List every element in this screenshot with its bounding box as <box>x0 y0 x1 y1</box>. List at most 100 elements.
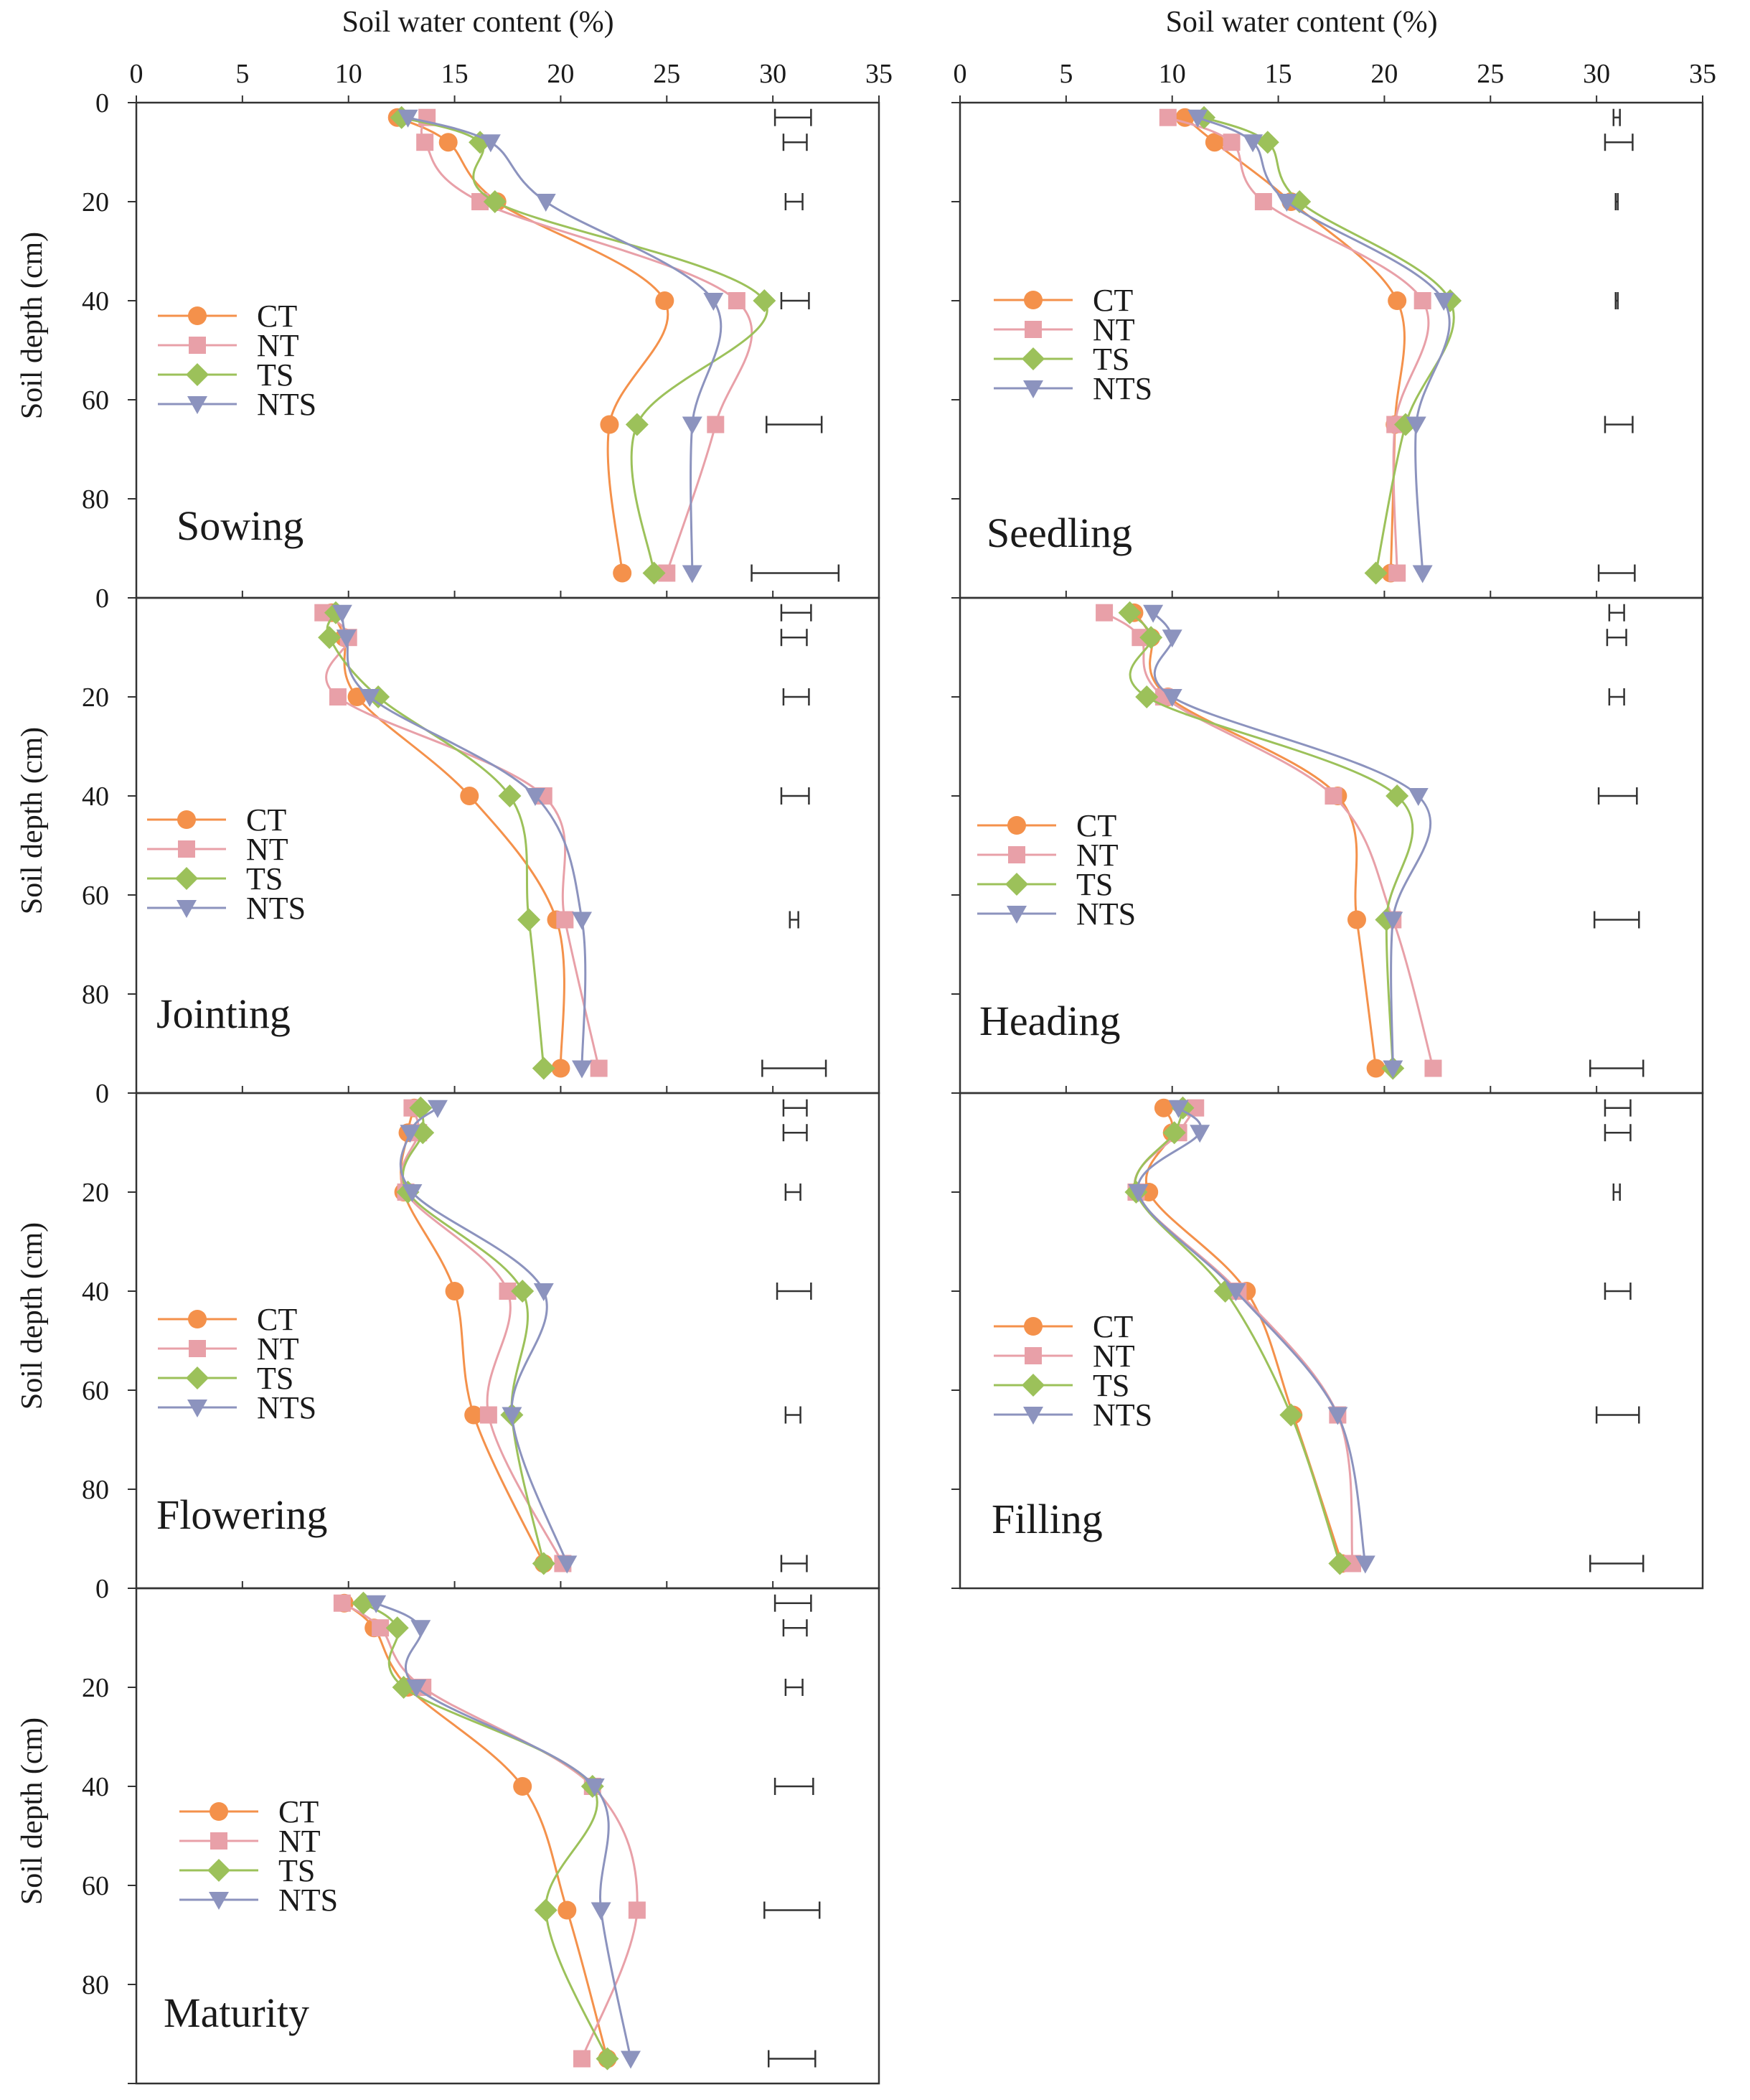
y-tick-label: 60 <box>82 385 109 416</box>
data-point-ts <box>625 413 649 436</box>
x-tick-label: 20 <box>547 59 574 89</box>
data-point-nt <box>1096 604 1114 622</box>
data-point-nt <box>1325 787 1342 805</box>
legend-marker-nts <box>1007 906 1027 924</box>
y-tick-label: 40 <box>82 1277 109 1307</box>
data-point-nts <box>366 1595 387 1613</box>
data-point-nt <box>573 2050 591 2068</box>
legend-marker-nt <box>189 337 206 354</box>
legend-marker-ct <box>188 1310 207 1328</box>
legend-label-nt: NT <box>278 1824 321 1859</box>
series-line-nts <box>1137 1107 1367 1564</box>
data-point-ts <box>1256 131 1279 154</box>
stage-label: Flowering <box>156 1491 327 1538</box>
data-point-ts <box>498 784 522 807</box>
x-tick-label: 25 <box>1477 59 1504 89</box>
data-point-ct <box>513 1777 532 1796</box>
y-tick-label: 20 <box>82 1178 109 1208</box>
data-point-nts <box>1408 788 1429 806</box>
series-line-ts <box>326 612 545 1069</box>
legend-label-ts: TS <box>257 357 293 393</box>
series-line-nts <box>1197 116 1451 573</box>
data-point-nt <box>728 292 745 309</box>
data-point-nt <box>707 416 725 433</box>
legend-marker-nts <box>187 396 207 414</box>
legend-label-ts: TS <box>246 861 283 896</box>
y-tick-label: 20 <box>82 683 109 713</box>
data-point-nts <box>572 1060 592 1079</box>
y-tick-label: 40 <box>82 782 109 812</box>
data-point-ts <box>534 1898 558 1922</box>
data-point-ct <box>445 1282 464 1300</box>
data-point-nts <box>1327 1407 1348 1425</box>
data-point-nts <box>1355 1555 1375 1574</box>
data-point-nts <box>533 1283 554 1301</box>
data-point-ct <box>655 291 674 310</box>
y-tick-label: 40 <box>82 286 109 317</box>
data-point-ts <box>385 1616 409 1640</box>
x-tick-label: 5 <box>235 59 249 89</box>
stage-label: Filling <box>992 1496 1103 1542</box>
data-point-nts <box>524 788 545 806</box>
y-tick-label: 0 <box>95 583 109 614</box>
legend-marker-ts <box>1022 347 1045 370</box>
x-tick-label: 0 <box>954 59 967 89</box>
series-line-nt <box>341 1602 639 2060</box>
x-tick-label: 30 <box>1583 59 1610 89</box>
series-line-nt <box>322 611 601 1069</box>
data-point-nts <box>480 134 501 153</box>
y-tick-label: 20 <box>82 1673 109 1703</box>
y-tick-label: 80 <box>82 980 109 1010</box>
y-tick-label: 60 <box>82 881 109 911</box>
data-point-nts <box>397 109 418 128</box>
legend-marker-nts <box>1023 1407 1043 1425</box>
y-tick-label: 80 <box>82 1970 109 2000</box>
data-point-ct <box>464 1405 484 1425</box>
series-line-ts <box>1129 611 1414 1069</box>
data-point-nt <box>1254 193 1272 210</box>
x-tick-label: 15 <box>441 59 469 89</box>
x-tick-label: 35 <box>865 59 893 89</box>
legend-label-ts: TS <box>1093 1368 1129 1403</box>
data-point-nts <box>1168 1100 1189 1118</box>
data-point-nt <box>479 1406 497 1424</box>
data-point-ct <box>551 1059 570 1078</box>
data-point-nts <box>336 629 357 648</box>
data-point-ts <box>1135 685 1159 708</box>
legend-label-nts: NTS <box>1093 1397 1152 1433</box>
data-point-nts <box>1412 565 1433 583</box>
data-point-ct <box>558 1900 577 1920</box>
data-point-ts <box>1162 1121 1186 1145</box>
series-line-ct <box>1144 1107 1343 1564</box>
y-tick-label: 40 <box>82 1772 109 1802</box>
data-point-ct <box>613 563 632 583</box>
data-point-nt <box>416 133 434 151</box>
data-point-ts <box>1328 1552 1352 1575</box>
y-axis-title: Soil depth (cm) <box>16 1222 49 1410</box>
x-tick-label: 10 <box>1159 59 1186 89</box>
legend-marker-ct <box>188 306 207 325</box>
legend-label-ts: TS <box>1076 867 1113 902</box>
series-line-ct <box>1133 611 1378 1069</box>
legend-marker-ct <box>1024 1317 1043 1336</box>
data-point-nts <box>1162 689 1182 707</box>
legend-label-ct: CT <box>257 1302 297 1337</box>
data-point-nt <box>556 911 574 929</box>
legend-marker-ts <box>1005 873 1028 896</box>
data-point-nts <box>1383 1060 1403 1079</box>
series-line-ct <box>330 611 565 1069</box>
x-axis-title: Soil water content (%) <box>1166 6 1438 39</box>
data-point-nts <box>703 293 724 311</box>
data-point-nts <box>557 1555 578 1574</box>
x-tick-label: 20 <box>1370 59 1398 89</box>
data-point-ts <box>517 908 541 932</box>
data-point-nts <box>400 1125 420 1143</box>
